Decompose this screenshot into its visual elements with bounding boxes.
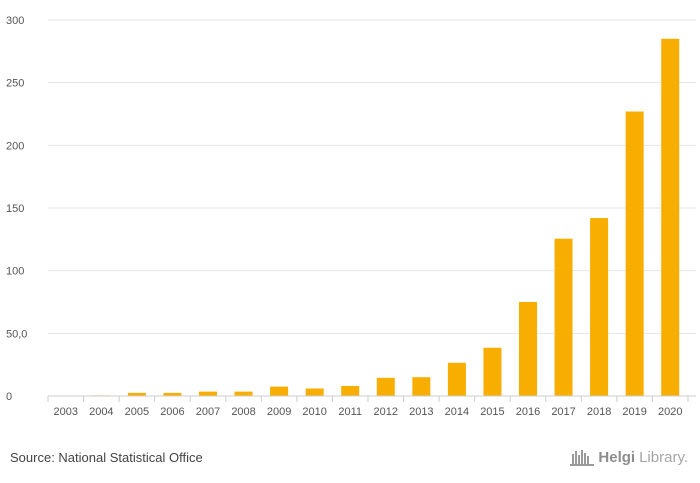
x-tick-label: 2020 xyxy=(658,406,682,418)
y-tick-label: 0 xyxy=(6,391,12,403)
y-tick-label: 150 xyxy=(6,203,24,215)
x-tick-label: 2012 xyxy=(374,406,398,418)
y-axis: 0 50,0 100 150 200 250 300 xyxy=(6,15,27,403)
brand-logo: Helgi Library. xyxy=(570,448,688,466)
bar-2015 xyxy=(483,347,502,396)
x-tick-label: 2005 xyxy=(125,406,149,418)
source-note: Source: National Statistical Office xyxy=(10,450,203,465)
x-tick-label: 2008 xyxy=(231,406,255,418)
bar-2012 xyxy=(376,377,395,396)
bar-2017 xyxy=(554,238,573,396)
bar-2018 xyxy=(590,218,609,396)
x-tick-label: 2015 xyxy=(480,406,504,418)
gridlines xyxy=(48,19,696,334)
bar-2007 xyxy=(199,391,217,396)
bar-2020 xyxy=(661,38,680,397)
x-tick-label: 2006 xyxy=(160,406,184,418)
bar-2005 xyxy=(127,392,146,396)
x-tick-label: 2014 xyxy=(445,406,469,418)
y-tick-label: 50,0 xyxy=(6,328,27,340)
x-tick-label: 2013 xyxy=(409,406,433,418)
x-tick-label: 2019 xyxy=(622,406,646,418)
bar-2014 xyxy=(447,362,466,396)
bar-2010 xyxy=(305,388,324,396)
y-tick-label: 100 xyxy=(6,266,24,278)
x-tick-label: 2018 xyxy=(587,406,611,418)
bar-2013 xyxy=(412,377,431,396)
x-tick-label: 2009 xyxy=(267,406,291,418)
bar-2019 xyxy=(625,111,644,396)
x-axis: 2003 2004 2005 2006 2007 2008 2009 2010 2011 2012… xyxy=(47,395,696,418)
bar-2008 xyxy=(234,391,253,396)
bars xyxy=(56,38,680,397)
y-tick-label: 200 xyxy=(6,140,24,152)
x-tick-label: 2011 xyxy=(338,406,362,418)
x-tick-label: 2007 xyxy=(196,406,220,418)
x-tick-label: 2003 xyxy=(54,406,78,418)
x-tick-label: 2016 xyxy=(516,406,540,418)
library-icon xyxy=(570,450,595,466)
bar-2016 xyxy=(519,302,537,396)
brand-name-bold: Helgi xyxy=(598,448,636,466)
brand-name-light: Library. xyxy=(639,448,688,466)
y-tick-label: 250 xyxy=(6,78,24,90)
y-tick-label: 300 xyxy=(6,15,24,27)
bar-2009 xyxy=(270,386,289,396)
bar-2011 xyxy=(341,385,360,396)
x-tick-label: 2010 xyxy=(302,406,326,418)
x-tick-label: 2004 xyxy=(89,406,113,418)
x-tick-label: 2017 xyxy=(551,406,575,418)
bar-2006 xyxy=(163,392,182,396)
